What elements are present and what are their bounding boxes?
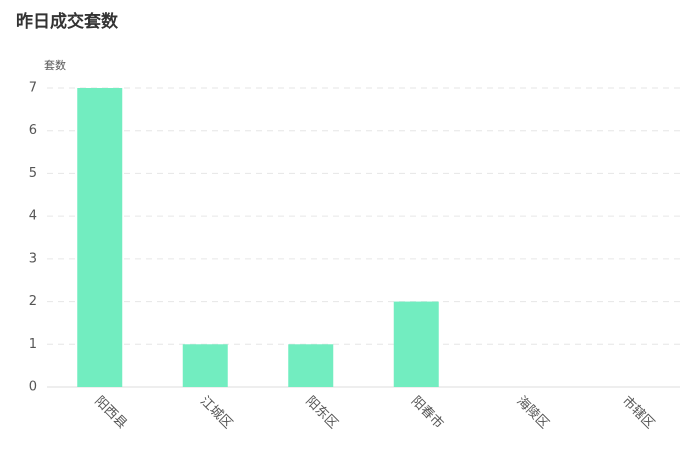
x-tick-label: 阳春市: [408, 393, 447, 432]
y-tick-label: 5: [29, 166, 37, 181]
y-tick-label: 0: [29, 380, 37, 395]
y-axis-label: 套数: [44, 59, 66, 72]
chart-title: 昨日成交套数: [16, 11, 119, 32]
bar: [182, 344, 228, 387]
y-tick-label: 2: [29, 294, 37, 309]
y-tick-label: 7: [29, 81, 37, 96]
x-tick-label: 市辖区: [619, 393, 658, 432]
y-tick-label: 1: [29, 337, 37, 352]
y-tick-label: 6: [29, 123, 37, 138]
x-tick-label: 海陵区: [513, 394, 551, 432]
x-tick-label: 阳西县: [91, 394, 129, 432]
x-tick-label: 阳东区: [302, 394, 340, 432]
y-tick-label: 3: [29, 251, 37, 266]
bar: [77, 88, 123, 387]
bar: [393, 301, 439, 387]
y-tick-label: 4: [29, 209, 37, 224]
x-tick-label: 江城区: [197, 394, 235, 432]
bar: [288, 344, 334, 387]
